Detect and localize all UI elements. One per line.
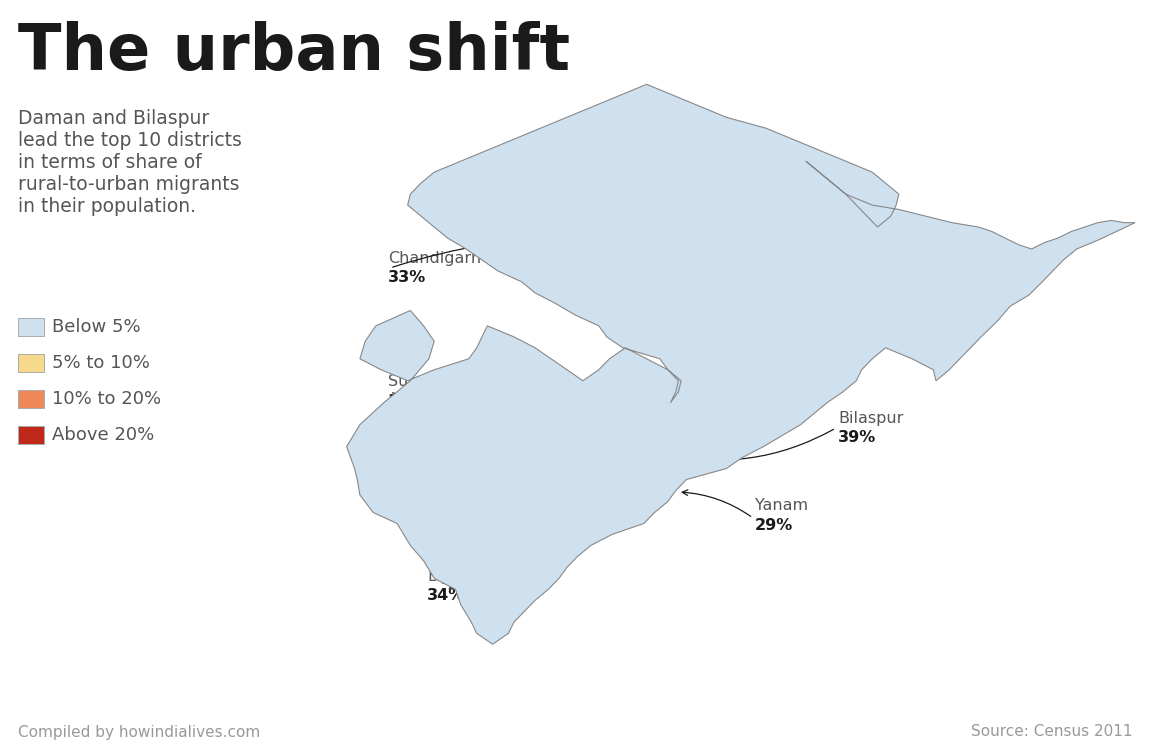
Text: 30%: 30% <box>839 175 878 190</box>
Text: 28%: 28% <box>809 199 847 214</box>
Text: Suburban: Suburban <box>388 477 466 492</box>
Text: North East Delhi:: North East Delhi: <box>727 225 870 240</box>
Text: 10% to 20%: 10% to 20% <box>52 390 161 408</box>
Text: 33%: 33% <box>388 270 426 285</box>
Text: Bijapur: Bijapur <box>427 568 485 583</box>
Text: Source: Census 2011: Source: Census 2011 <box>971 725 1133 740</box>
Text: 29%: 29% <box>388 498 426 512</box>
Text: Daman: Daman <box>388 415 445 430</box>
Text: in their population.: in their population. <box>18 196 196 215</box>
Text: South West Delhi:: South West Delhi: <box>727 175 876 190</box>
Text: 29%: 29% <box>755 518 793 533</box>
Text: lead the top 10 districts: lead the top 10 districts <box>18 131 242 149</box>
Text: 50%: 50% <box>388 435 426 450</box>
Text: Surat: Surat <box>388 374 432 389</box>
Text: rural-to-urban migrants: rural-to-urban migrants <box>18 175 239 193</box>
Text: Chandigarh: Chandigarh <box>388 250 481 265</box>
Bar <box>18 354 44 372</box>
Text: 34%: 34% <box>427 589 465 604</box>
Text: 5% to 10%: 5% to 10% <box>52 354 150 372</box>
Bar <box>18 318 44 336</box>
Text: Bilaspur: Bilaspur <box>838 411 904 426</box>
Text: 36%: 36% <box>388 394 426 409</box>
Text: Compiled by howindialives.com: Compiled by howindialives.com <box>18 725 260 740</box>
Polygon shape <box>346 84 1135 644</box>
Text: Mumbai: Mumbai <box>388 457 452 473</box>
Text: in terms of share of: in terms of share of <box>18 152 201 172</box>
Text: 26%: 26% <box>839 225 878 240</box>
Text: Above 20%: Above 20% <box>52 426 154 444</box>
Text: Daman and Bilaspur: Daman and Bilaspur <box>18 108 209 128</box>
Text: The urban shift: The urban shift <box>18 21 570 83</box>
Bar <box>18 426 44 444</box>
Bar <box>18 390 44 408</box>
Text: Yanam: Yanam <box>755 498 808 512</box>
Text: South Delhi:: South Delhi: <box>727 199 832 214</box>
Text: Below 5%: Below 5% <box>52 318 140 336</box>
Text: 39%: 39% <box>838 430 876 445</box>
